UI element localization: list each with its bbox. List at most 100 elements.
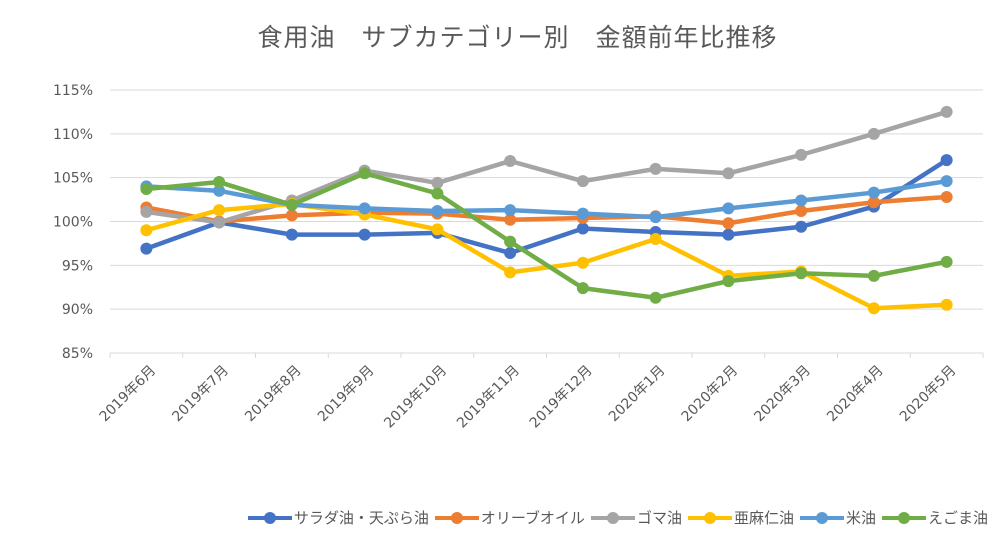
- data-point: [358, 202, 371, 215]
- data-point: [576, 222, 589, 235]
- data-point: [576, 207, 589, 220]
- data-point: [431, 187, 444, 200]
- data-point: [431, 204, 444, 217]
- series-line: [144, 194, 949, 226]
- data-point: [867, 269, 880, 282]
- x-tick-label: 2019年12月: [527, 363, 596, 432]
- data-point: [722, 167, 735, 180]
- legend: サラダ油・天ぷら油 オリーブオイル ゴマ油 亜麻仁油 米油 えごま油: [0, 507, 1000, 528]
- data-point: [431, 176, 444, 189]
- x-tick-label: 2020年2月: [679, 363, 742, 426]
- data-point: [867, 186, 880, 199]
- data-point: [213, 216, 226, 229]
- y-tick-label: 95%: [62, 258, 93, 274]
- x-tick-label: 2020年1月: [606, 363, 669, 426]
- legend-marker-icon: [799, 511, 844, 524]
- series-line: [144, 171, 949, 301]
- x-tick-label: 2020年3月: [751, 363, 814, 426]
- data-point: [940, 190, 953, 203]
- x-tick-label: 2019年9月: [315, 363, 378, 426]
- data-point: [504, 247, 517, 260]
- data-point: [649, 211, 662, 224]
- x-tick-label: 2019年11月: [454, 363, 523, 432]
- data-point: [358, 167, 371, 180]
- data-point: [795, 220, 808, 233]
- legend-label: 亜麻仁油: [733, 509, 794, 527]
- x-tick-label: 2020年5月: [897, 363, 960, 426]
- data-point: [940, 175, 953, 188]
- data-point: [649, 162, 662, 175]
- legend-marker-icon: [590, 511, 635, 524]
- data-point: [576, 256, 589, 269]
- data-point: [431, 223, 444, 236]
- legend-item: 米油: [799, 507, 876, 528]
- legend-marker-icon: [881, 511, 926, 524]
- x-tick-label: 2019年6月: [97, 363, 160, 426]
- legend-item: サラダ油・天ぷら油: [247, 507, 429, 528]
- data-point: [649, 291, 662, 304]
- legend-item: オリーブオイル: [434, 507, 585, 528]
- data-point: [504, 213, 517, 226]
- y-axis-ticks: 85% 90% 95% 100% 105% 110% 115%: [53, 83, 93, 362]
- data-point: [940, 298, 953, 311]
- legend-marker-icon: [247, 511, 292, 524]
- data-point: [213, 204, 226, 217]
- data-point: [722, 217, 735, 230]
- y-tick-label: 110%: [53, 127, 93, 143]
- series-3: [140, 197, 953, 315]
- data-point: [504, 204, 517, 217]
- series-lines: [140, 105, 953, 315]
- legend-label: ゴマ油: [636, 509, 682, 527]
- legend-label: えごま油: [927, 509, 988, 527]
- legend-label: 米油: [845, 509, 876, 527]
- data-point: [576, 175, 589, 188]
- data-point: [213, 176, 226, 189]
- data-point: [795, 194, 808, 207]
- legend-item: ゴマ油: [590, 507, 682, 528]
- data-point: [867, 196, 880, 209]
- data-point: [576, 282, 589, 295]
- data-point: [504, 266, 517, 279]
- data-point: [140, 183, 153, 196]
- data-point: [867, 302, 880, 315]
- x-tick-label: 2019年8月: [242, 363, 305, 426]
- data-point: [649, 233, 662, 246]
- data-point: [867, 127, 880, 140]
- data-point: [795, 267, 808, 280]
- x-tick-label: 2019年10月: [381, 363, 450, 432]
- x-axis: [109, 352, 984, 358]
- legend-label: オリーブオイル: [480, 509, 585, 527]
- data-point: [795, 148, 808, 161]
- data-point: [504, 235, 517, 248]
- data-point: [140, 205, 153, 218]
- chart-title: 食用油 サブカテゴリー別 金額前年比推移: [257, 23, 778, 52]
- series-5: [140, 167, 953, 304]
- legend-item: 亜麻仁油: [687, 507, 794, 528]
- y-tick-label: 115%: [53, 83, 93, 99]
- x-tick-label: 2020年4月: [824, 363, 887, 426]
- data-point: [285, 209, 298, 222]
- data-point: [795, 204, 808, 217]
- data-point: [140, 224, 153, 237]
- y-tick-label: 90%: [62, 302, 93, 318]
- data-point: [358, 228, 371, 241]
- y-tick-label: 85%: [62, 346, 93, 362]
- data-point: [285, 198, 298, 211]
- legend-marker-icon: [434, 511, 479, 524]
- x-axis-ticks: 2019年6月 2019年7月 2019年8月 2019年9月 2019年10月 2019…: [97, 363, 960, 432]
- legend-item: えごま油: [881, 507, 988, 528]
- data-point: [504, 155, 517, 168]
- data-point: [722, 228, 735, 241]
- y-tick-label: 105%: [53, 171, 93, 187]
- data-point: [213, 184, 226, 197]
- data-point: [940, 105, 953, 118]
- data-point: [940, 154, 953, 167]
- data-point: [140, 242, 153, 255]
- legend-label: サラダ油・天ぷら油: [293, 509, 429, 527]
- data-point: [722, 275, 735, 288]
- data-point: [722, 202, 735, 215]
- y-tick-label: 100%: [53, 215, 93, 231]
- legend-marker-icon: [687, 511, 732, 524]
- data-point: [285, 228, 298, 241]
